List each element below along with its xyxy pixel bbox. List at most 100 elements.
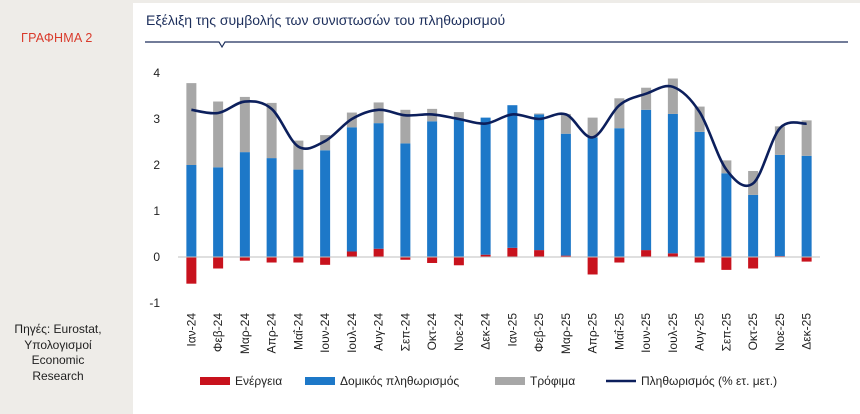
figure-label: ΓΡΑΦΗΜΑ 2	[21, 31, 93, 45]
chart-title: Εξέλιξη της συμβολής των συνιστωσών του …	[146, 12, 506, 28]
bar-energy	[320, 257, 331, 265]
x-tick-label: Οκτ-24	[425, 313, 439, 351]
bar-energy	[266, 257, 277, 263]
bar-food	[774, 126, 785, 155]
bar-energy	[721, 257, 732, 270]
y-tick-label: 4	[153, 66, 160, 80]
bar-food	[320, 135, 331, 151]
y-tick-label: 2	[153, 158, 160, 172]
bar-food	[587, 117, 598, 138]
bar-food	[694, 106, 705, 132]
legend-label: Ενέργεια	[235, 374, 282, 388]
x-tick-label: Απρ-25	[586, 313, 600, 354]
x-tick-label: Νοε-24	[452, 313, 466, 351]
bar-energy	[453, 257, 464, 266]
x-tick-label: Αυγ-25	[693, 313, 707, 351]
bar-energy	[534, 250, 545, 257]
bar-energy	[427, 257, 438, 263]
bar-core	[427, 121, 438, 257]
bar-food	[641, 87, 652, 110]
bar-food	[560, 113, 571, 134]
bar-food	[667, 78, 678, 114]
bar-core	[721, 173, 732, 257]
bar-food	[186, 83, 197, 165]
bar-food	[293, 140, 304, 170]
source-line: Υπολογισμοί	[24, 337, 92, 352]
bar-food	[453, 112, 464, 119]
legend-label: Δομικός πληθωρισμός	[340, 374, 459, 388]
x-tick-label: Φεβ-24	[211, 313, 225, 352]
x-tick-label: Ιουλ-25	[666, 313, 680, 353]
x-tick-label: Απρ-24	[265, 313, 279, 354]
bar-energy	[801, 257, 812, 262]
bar-core	[507, 105, 518, 248]
bar-core	[239, 152, 250, 257]
bar-core	[266, 158, 277, 257]
bar-core	[373, 123, 384, 249]
y-tick-label: 1	[153, 204, 160, 218]
source-note: Πηγές: Eurostat, Υπολογισμοί Economic Re…	[6, 322, 110, 384]
bar-core	[641, 109, 652, 251]
y-tick-label: 3	[153, 112, 160, 126]
bar-energy	[694, 257, 705, 263]
bar-food	[373, 102, 384, 124]
x-tick-label: Μαρ-25	[559, 313, 573, 354]
bar-core	[293, 169, 304, 257]
bar-food	[614, 98, 625, 129]
bar-core	[320, 150, 331, 257]
bar-core	[186, 165, 197, 257]
x-tick-label: Ιουν-25	[639, 313, 653, 353]
x-tick-label: Οκτ-25	[746, 313, 760, 351]
bar-energy	[400, 257, 411, 260]
legend-swatch	[495, 377, 525, 385]
x-tick-label: Ιουλ-24	[345, 313, 359, 353]
bar-core	[480, 117, 491, 255]
legend-label: Πληθωρισμός (% ετ. μετ.)	[641, 374, 777, 388]
bar-food	[239, 96, 250, 153]
bar-energy	[239, 257, 250, 261]
x-tick-label: Νοε-25	[773, 313, 787, 351]
bar-core	[560, 133, 571, 256]
bar-core	[667, 113, 678, 254]
x-tick-label: Μαΐ-24	[291, 313, 305, 350]
x-tick-label: Ιαν-25	[505, 313, 519, 347]
bar-core	[534, 114, 545, 251]
bar-food	[400, 109, 411, 144]
bar-core	[587, 137, 598, 257]
bar-core	[213, 167, 224, 257]
title-rule	[145, 41, 848, 49]
bar-core	[614, 128, 625, 257]
bar-core	[694, 131, 705, 257]
x-tick-label: Αυγ-24	[372, 313, 386, 351]
x-tick-label: Ιουν-24	[318, 313, 332, 353]
bar-energy	[667, 253, 678, 257]
bar-food	[534, 113, 545, 115]
bar-core	[748, 194, 759, 257]
x-tick-label: Σεπ-24	[398, 313, 412, 352]
bar-core	[346, 127, 357, 252]
legend-label: Τρόφιμα	[530, 374, 575, 388]
x-tick-label: Δεκ-25	[800, 313, 814, 350]
chart-svg: -1 0 1 2 3 4 Ιαν-24 Φεβ-24 Μαρ-24 Απρ-24 Μαΐ-24 Ιου…	[145, 41, 848, 388]
source-line: Πηγές: Eurostat,	[14, 322, 102, 336]
x-tick-label: Μαρ-24	[238, 313, 252, 354]
bar-core	[774, 154, 785, 257]
left-panel: ΓΡΑΦΗΜΑ 2 Πηγές: Eurostat, Υπολογισμοί E…	[0, 0, 121, 414]
bar-core	[453, 119, 464, 257]
bar-energy	[186, 257, 197, 284]
source-line: Research	[32, 368, 84, 383]
bar-energy	[373, 248, 384, 257]
bar-core	[400, 143, 411, 257]
bar-food	[801, 120, 812, 156]
x-tick-label: Ιαν-24	[184, 313, 198, 347]
legend-swatch	[200, 377, 230, 385]
bar-energy	[480, 254, 491, 257]
x-tick-label: Μαΐ-25	[612, 313, 626, 350]
bar-energy	[346, 251, 357, 257]
bar-energy	[560, 255, 571, 257]
y-tick-label: 0	[153, 250, 160, 264]
legend-swatch	[305, 377, 335, 385]
bar-energy	[293, 257, 304, 263]
bar-energy	[507, 247, 518, 257]
x-tick-label: Σεπ-25	[719, 313, 733, 352]
